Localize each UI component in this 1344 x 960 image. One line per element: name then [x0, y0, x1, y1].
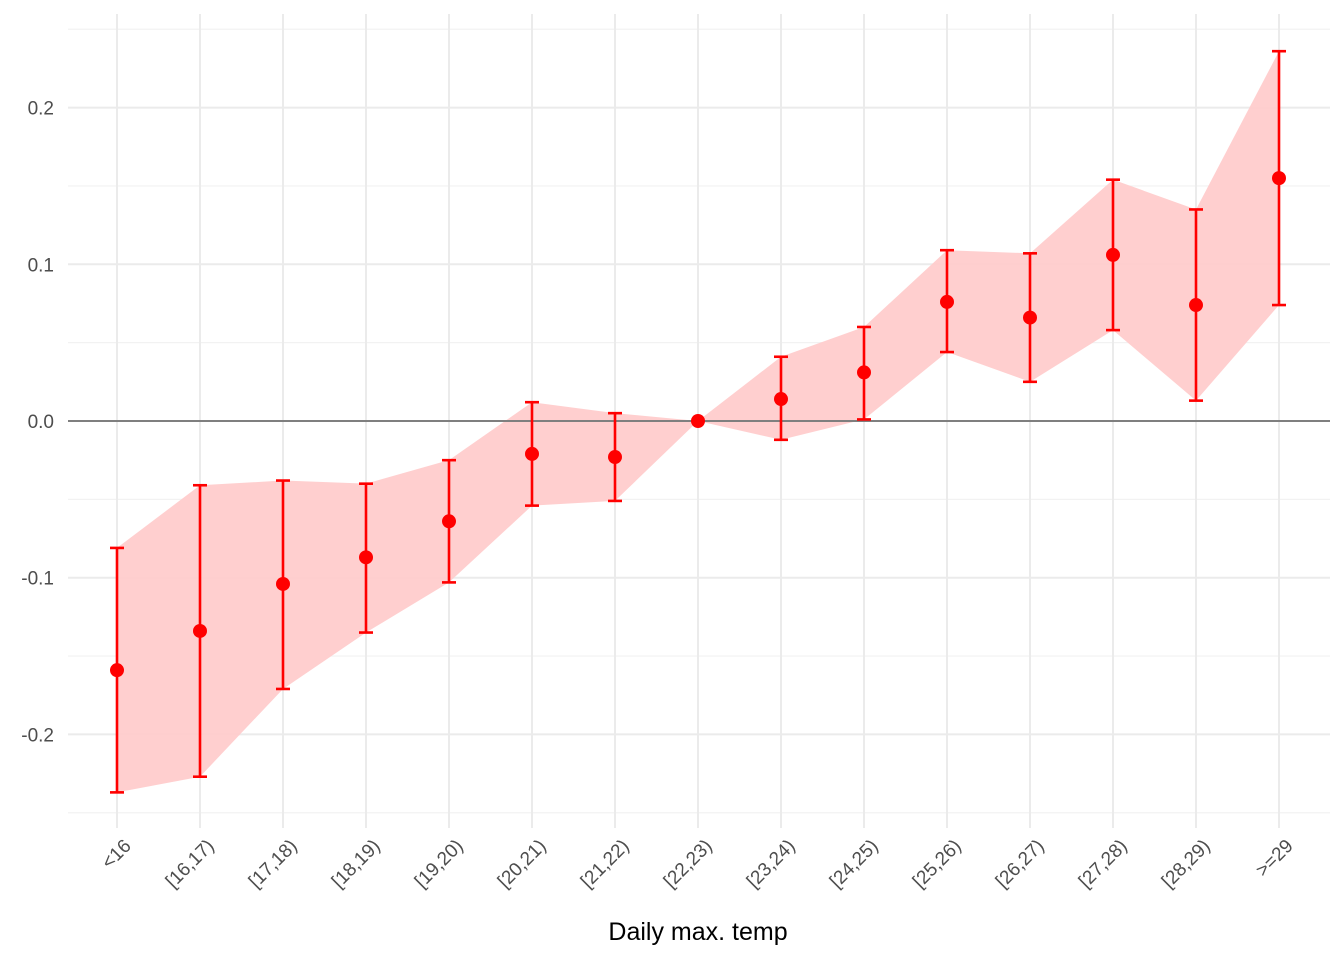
- y-tick-label: 0.2: [28, 99, 54, 120]
- estimate-point: [691, 414, 705, 428]
- x-axis-title: Daily max. temp: [608, 918, 787, 946]
- estimate-point: [1023, 310, 1037, 325]
- x-tick-label: [25,26): [909, 836, 966, 893]
- x-tick-label: [23,24): [743, 836, 800, 893]
- estimate-point: [774, 392, 788, 407]
- estimate-point: [442, 514, 456, 529]
- estimate-point: [525, 446, 539, 461]
- x-tick-label: [24,25): [826, 836, 883, 893]
- estimate-point: [1106, 247, 1120, 262]
- x-tick-label: [28,29): [1158, 836, 1215, 893]
- x-tick-label: [20,21): [494, 836, 551, 893]
- error-bars: [110, 49, 1286, 794]
- x-tick-label: [19,20): [411, 836, 468, 893]
- y-tick-label: 0.1: [28, 255, 54, 276]
- x-tick-label: >=29: [1252, 836, 1297, 881]
- x-tick-label: <16: [98, 836, 136, 874]
- x-tick-label: [27,28): [1075, 836, 1132, 893]
- confidence-ribbon: [117, 51, 1279, 793]
- x-axis-ticks: <16 [16,17) [17,18) [18,19) [19,20) [20,21) [2…: [98, 836, 1298, 893]
- estimate-point: [110, 663, 124, 678]
- y-tick-label: -0.2: [21, 725, 54, 746]
- x-tick-label: [17,18): [245, 836, 302, 893]
- estimate-points: [110, 171, 1286, 678]
- y-tick-label: -0.1: [21, 569, 54, 590]
- estimate-point: [276, 576, 290, 591]
- y-axis-ticks: -0.2 -0.1 0.0 0.1 0.2: [21, 99, 54, 747]
- x-tick-label: [18,19): [328, 836, 385, 893]
- estimate-point: [608, 450, 622, 465]
- estimate-point: [1189, 298, 1203, 313]
- estimate-point: [359, 550, 373, 565]
- estimate-point: [1272, 171, 1286, 186]
- y-tick-label: 0.0: [28, 412, 54, 433]
- x-tick-label: [21,22): [577, 836, 634, 893]
- x-tick-label: [26,27): [992, 836, 1049, 893]
- estimate-point: [940, 294, 954, 309]
- estimate-point: [857, 365, 871, 380]
- x-tick-label: [16,17): [162, 836, 219, 893]
- estimate-point: [193, 623, 207, 638]
- x-tick-label: [22,23): [660, 836, 717, 893]
